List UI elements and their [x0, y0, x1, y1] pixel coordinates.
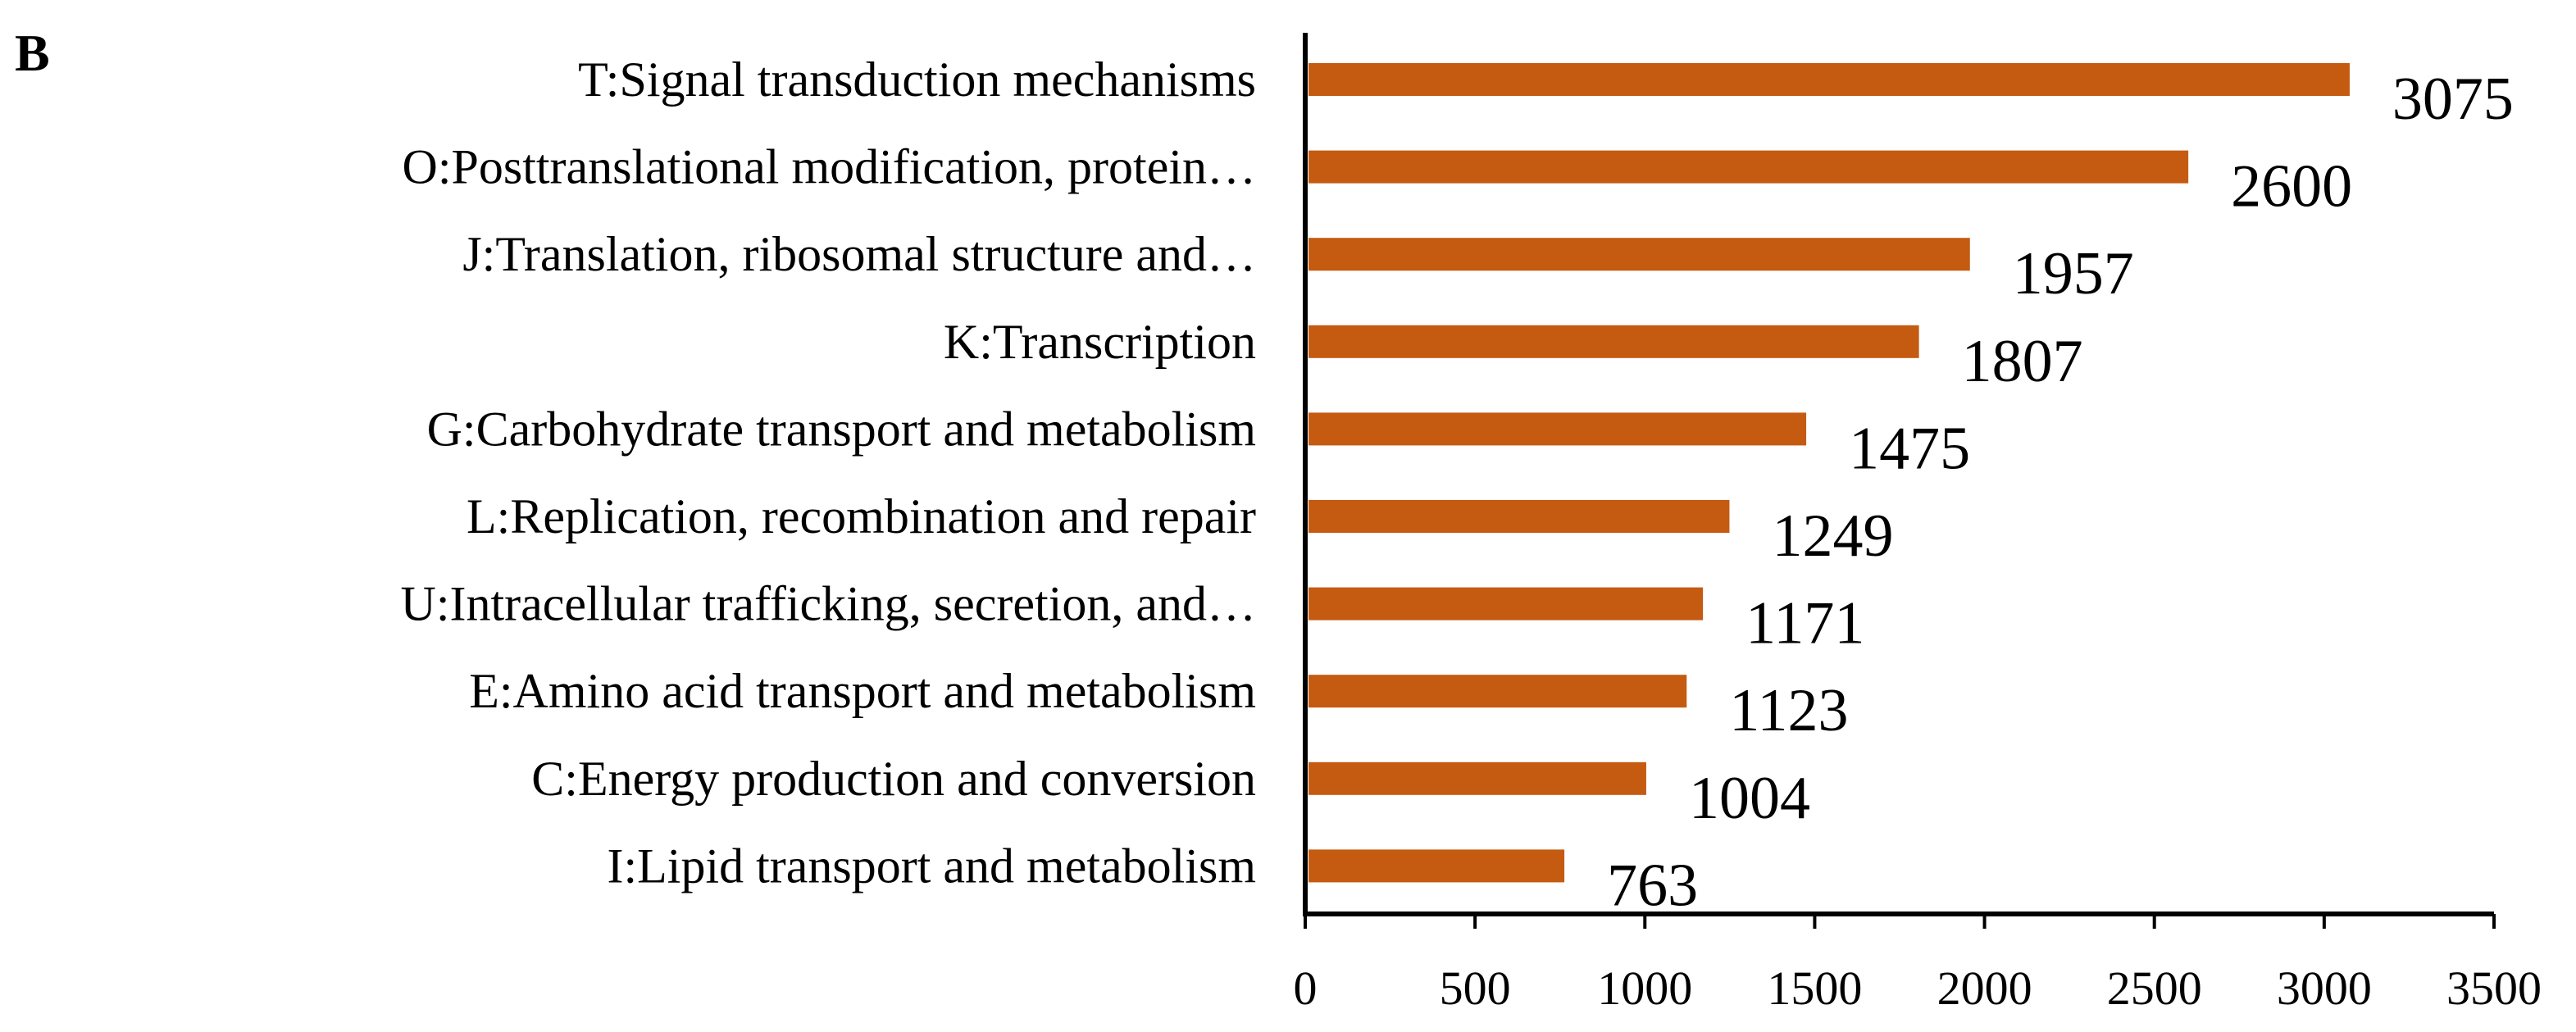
- data-label-3: 1957: [2013, 240, 2134, 307]
- category-label-10: I:Lipid transport and metabolism: [607, 839, 1256, 893]
- category-label-1: T:Signal transduction mechanisms: [578, 52, 1256, 107]
- data-label-6: 1249: [1772, 502, 1893, 570]
- bar-9: [1308, 761, 1646, 795]
- bar-3: [1308, 238, 1970, 271]
- bar-8: [1308, 675, 1687, 708]
- bar-2: [1308, 150, 2189, 184]
- panel-label: B: [15, 24, 50, 82]
- category-label-2: O:Posttranslational modification, protei…: [402, 140, 1256, 194]
- category-labels-group: T:Signal transduction mechanisms O:Posttr…: [401, 52, 1256, 893]
- bars-group: [1308, 63, 2350, 883]
- value-labels-group: 3075 2600 1957 1807 1475 1249 1171 1123 1004 763: [1607, 66, 2514, 919]
- category-label-8: E:Amino acid transport and metabolism: [469, 664, 1256, 718]
- data-label-7: 1171: [1745, 590, 1864, 657]
- category-label-5: G:Carbohydrate transport and metabolism: [427, 402, 1256, 456]
- bar-1: [1308, 63, 2350, 96]
- category-label-7: U:Intracellular trafficking, secretion, …: [401, 577, 1256, 631]
- category-label-9: C:Energy production and conversion: [531, 752, 1256, 806]
- x-tick-label-2000: 2000: [1937, 962, 2032, 1015]
- x-tick-label-500: 500: [1440, 962, 1511, 1015]
- data-label-10: 763: [1607, 852, 1698, 919]
- category-label-4: K:Transcription: [944, 315, 1256, 369]
- data-label-4: 1807: [1962, 328, 2083, 395]
- data-label-9: 1004: [1689, 765, 1810, 832]
- x-tick-label-3500: 3500: [2446, 962, 2542, 1015]
- bar-10: [1308, 849, 1565, 883]
- x-tick-label-0: 0: [1294, 962, 1318, 1015]
- data-label-8: 1123: [1729, 677, 1848, 744]
- bar-5: [1308, 412, 1807, 446]
- x-tick-label-2500: 2500: [2107, 962, 2202, 1015]
- data-label-5: 1475: [1849, 415, 1970, 482]
- data-label-1: 3075: [2392, 66, 2514, 133]
- bar-6: [1308, 500, 1730, 533]
- bar-7: [1308, 587, 1704, 621]
- category-label-3: J:Translation, ribosomal structure and…: [462, 227, 1256, 281]
- category-label-6: L:Replication, recombination and repair: [467, 489, 1256, 543]
- x-tick-label-3000: 3000: [2277, 962, 2372, 1015]
- axes-group: 0 500 1000 1500 2000 2500 3000 3500: [1294, 33, 2542, 1015]
- x-tick-label-1500: 1500: [1767, 962, 1862, 1015]
- x-tick-label-1000: 1000: [1597, 962, 1692, 1015]
- bar-4: [1308, 325, 1919, 358]
- data-label-2: 2600: [2231, 153, 2352, 220]
